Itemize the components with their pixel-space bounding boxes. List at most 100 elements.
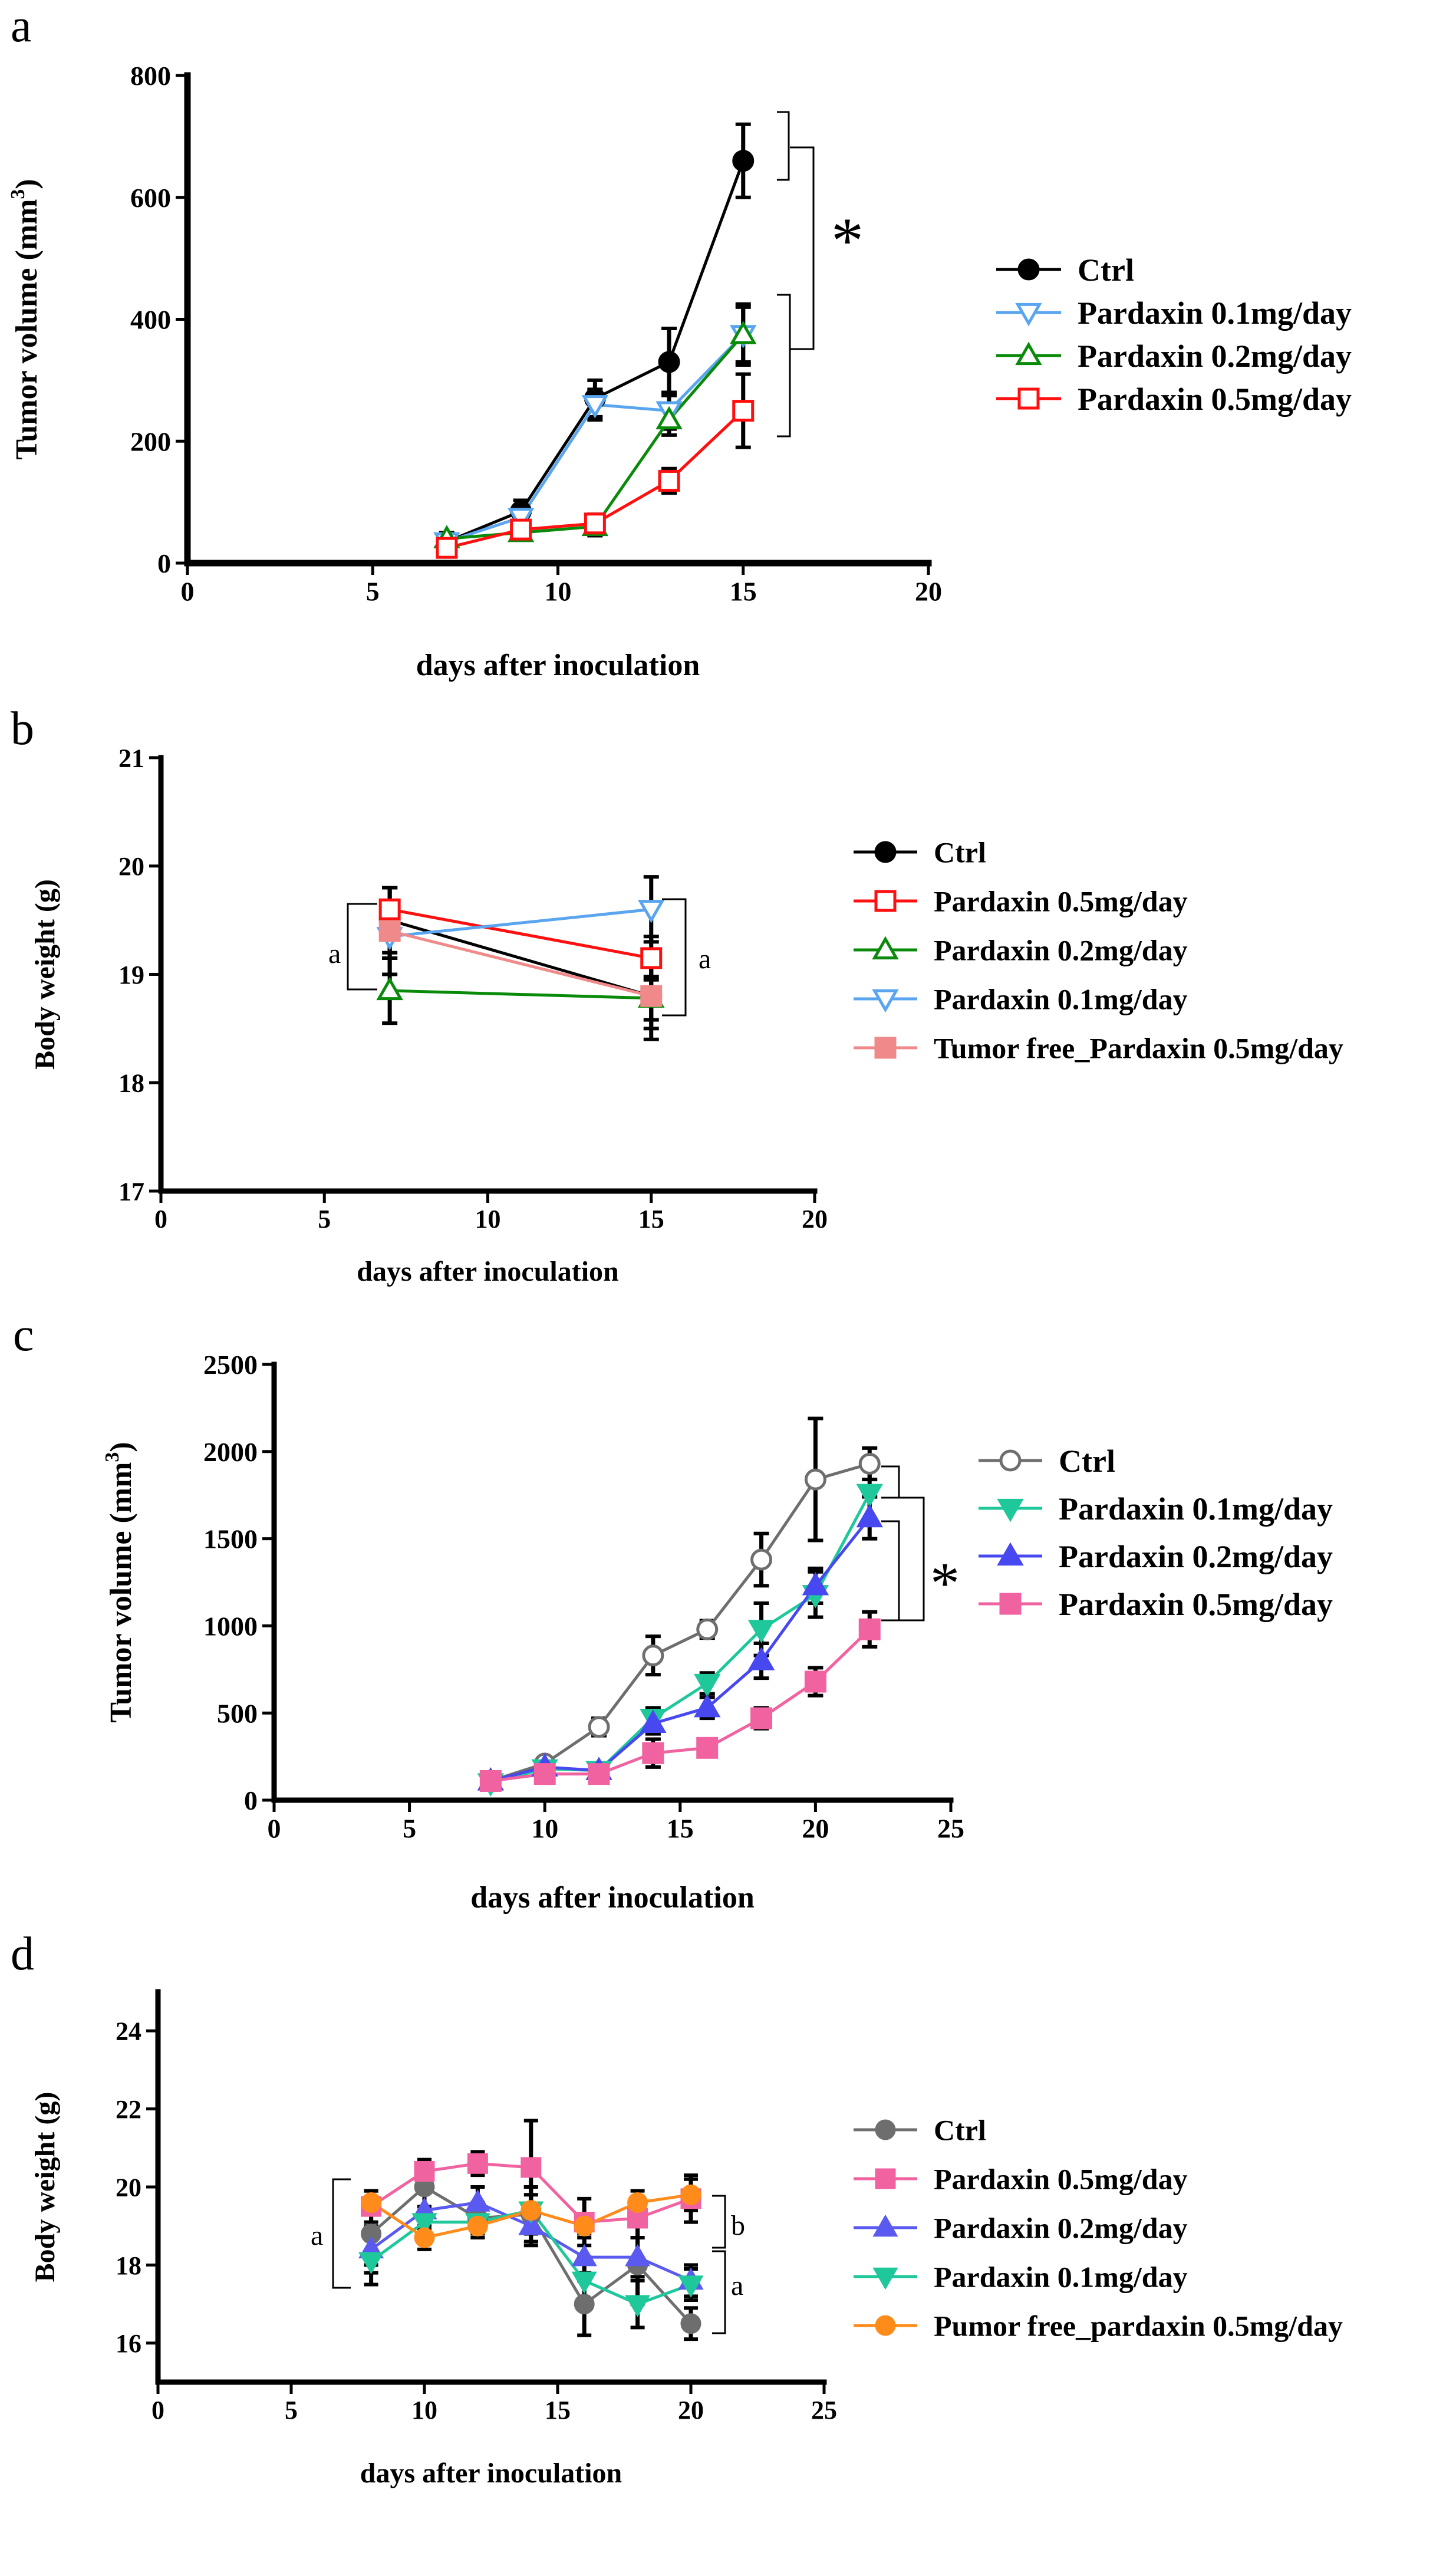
- x-tick-label: 25: [811, 2396, 837, 2425]
- data-point: [411, 2213, 437, 2235]
- y-tick-label: 21: [118, 744, 144, 772]
- y-tick-label: 200: [130, 426, 171, 456]
- y-tick-label: 2000: [203, 1437, 258, 1467]
- data-point: [588, 1763, 610, 1785]
- x-tick-label: 10: [411, 2396, 437, 2425]
- legend-entry: Pardaxin 0.2mg/day: [934, 2212, 1188, 2245]
- data-point: [376, 976, 403, 1001]
- series-markers-pardaxin-0-5mg-day: [436, 400, 755, 559]
- legend-swatch-marker: [872, 989, 899, 1013]
- significance-bracket: [347, 903, 377, 991]
- data-point: [732, 400, 755, 422]
- legend-swatch-marker: [1017, 387, 1040, 410]
- data-point: [680, 2313, 701, 2334]
- y-tick-label: 1500: [203, 1524, 258, 1554]
- x-tick-label: 10: [475, 1205, 501, 1234]
- legend-swatch-marker: [874, 1037, 897, 1059]
- legend-swatch-marker: [997, 1498, 1024, 1522]
- legend-swatch-marker: [875, 2168, 896, 2189]
- data-point: [642, 1644, 664, 1667]
- series-tumor-free-pardaxin-0-5mg-day: [389, 929, 652, 998]
- legend-entry: Ctrl: [934, 2114, 986, 2147]
- x-tick-label: 10: [545, 577, 572, 607]
- data-point: [378, 898, 401, 920]
- y-tick-label: 18: [116, 2251, 141, 2280]
- significance-bracket: [712, 2250, 726, 2334]
- y-tick-label: 16: [116, 2329, 141, 2358]
- legend: Ctrl Pardaxin 0.5mg/day Pardaxin 0.2mg/day…: [854, 836, 1343, 1065]
- series-pardaxin-0-1mg-day: [446, 333, 745, 544]
- data-point: [571, 2271, 597, 2294]
- data-point: [730, 320, 757, 344]
- x-tick-label: 15: [667, 1814, 694, 1844]
- data-point: [588, 1716, 610, 1738]
- x-tick-label: 20: [915, 577, 942, 607]
- series-line: [389, 929, 652, 998]
- data-point: [414, 2161, 435, 2182]
- series-markers-pardaxin-0-5mg-day: [378, 898, 663, 969]
- x-tick-label: 20: [802, 1205, 828, 1234]
- panel-label: b: [11, 703, 34, 755]
- data-point: [467, 2215, 488, 2236]
- data-point: [378, 920, 401, 942]
- series-markers-tumor-free-pardaxin-0-5mg-day: [378, 920, 663, 1007]
- y-axis-label-text: Tumor volume (mm: [104, 1462, 138, 1723]
- y-tick-label: 400: [130, 305, 171, 335]
- panel-d: d 0 5 10 15 20 25 16 18 20 22 24 days after inoculat…: [11, 1928, 1343, 2489]
- series-markers-pardaxin-0-1mg-day: [477, 1484, 883, 1797]
- panel-label: c: [13, 1309, 34, 1361]
- x-tick-label: 5: [366, 577, 380, 607]
- series-markers-pardaxin-0-5mg-day: [479, 1618, 881, 1792]
- data-point: [361, 2192, 382, 2213]
- legend-swatch-marker: [874, 890, 897, 912]
- significance-bracket: [332, 2178, 351, 2289]
- y-tick-label: 0: [244, 1785, 258, 1815]
- y-axis-label-text: Tumor volume (mm: [10, 199, 44, 460]
- data-point: [680, 2184, 701, 2205]
- series-pardaxin-0-1mg-day: [490, 1492, 871, 1784]
- series-line: [490, 1462, 870, 1782]
- legend-swatch-marker: [872, 2214, 898, 2237]
- series-line: [390, 989, 651, 1000]
- data-point: [479, 1770, 502, 1792]
- data-point: [581, 395, 609, 419]
- data-point: [693, 1693, 721, 1718]
- y-tick-label: 18: [118, 1069, 144, 1098]
- series-line: [389, 907, 652, 938]
- data-point: [804, 1670, 826, 1693]
- x-tick-label: 10: [531, 1814, 558, 1844]
- error-bars: [439, 122, 751, 555]
- series-markers-ctrl: [436, 150, 755, 553]
- y-tick-label: 19: [118, 961, 144, 989]
- legend-entry: Pardaxin 0.2mg/day: [1078, 338, 1352, 374]
- annotation-label: *: [930, 1550, 960, 1616]
- legend-entry: Pumor free_pardaxin 0.5mg/day: [934, 2310, 1343, 2343]
- legend-entry: Pardaxin 0.2mg/day: [1059, 1539, 1333, 1574]
- data-point: [640, 947, 663, 969]
- panel-label: a: [11, 0, 32, 52]
- legend-swatch-marker: [875, 2315, 896, 2336]
- y-tick-label: 20: [116, 2173, 141, 2202]
- legend-entry: Pardaxin 0.2mg/day: [934, 934, 1188, 967]
- data-point: [732, 150, 755, 172]
- data-point: [638, 900, 665, 923]
- y-axis-label: Tumor volume (mm3): [7, 179, 44, 459]
- data-point: [750, 1548, 773, 1571]
- legend: Ctrl Pardaxin 0.5mg/day Pardaxin 0.2mg/day…: [854, 2114, 1343, 2343]
- x-tick-label: 0: [154, 1205, 167, 1234]
- significance-bracket: [712, 2195, 726, 2249]
- y-tick-label: 24: [116, 2017, 141, 2046]
- legend-swatch-marker: [1015, 341, 1042, 366]
- y-tick-label: 800: [130, 61, 171, 91]
- series-line: [490, 1492, 871, 1784]
- data-point: [584, 512, 606, 535]
- legend-entry: Pardaxin 0.5mg/day: [934, 885, 1188, 918]
- data-point: [802, 1571, 829, 1596]
- legend-entry: Ctrl: [1078, 252, 1134, 288]
- series-pardaxin-0-2mg-day: [490, 1517, 871, 1782]
- significance-bracket: [881, 1520, 900, 1622]
- panel-label: d: [11, 1928, 34, 1980]
- y-axis-label: Body weight (g): [29, 2092, 61, 2282]
- data-point: [696, 1736, 719, 1759]
